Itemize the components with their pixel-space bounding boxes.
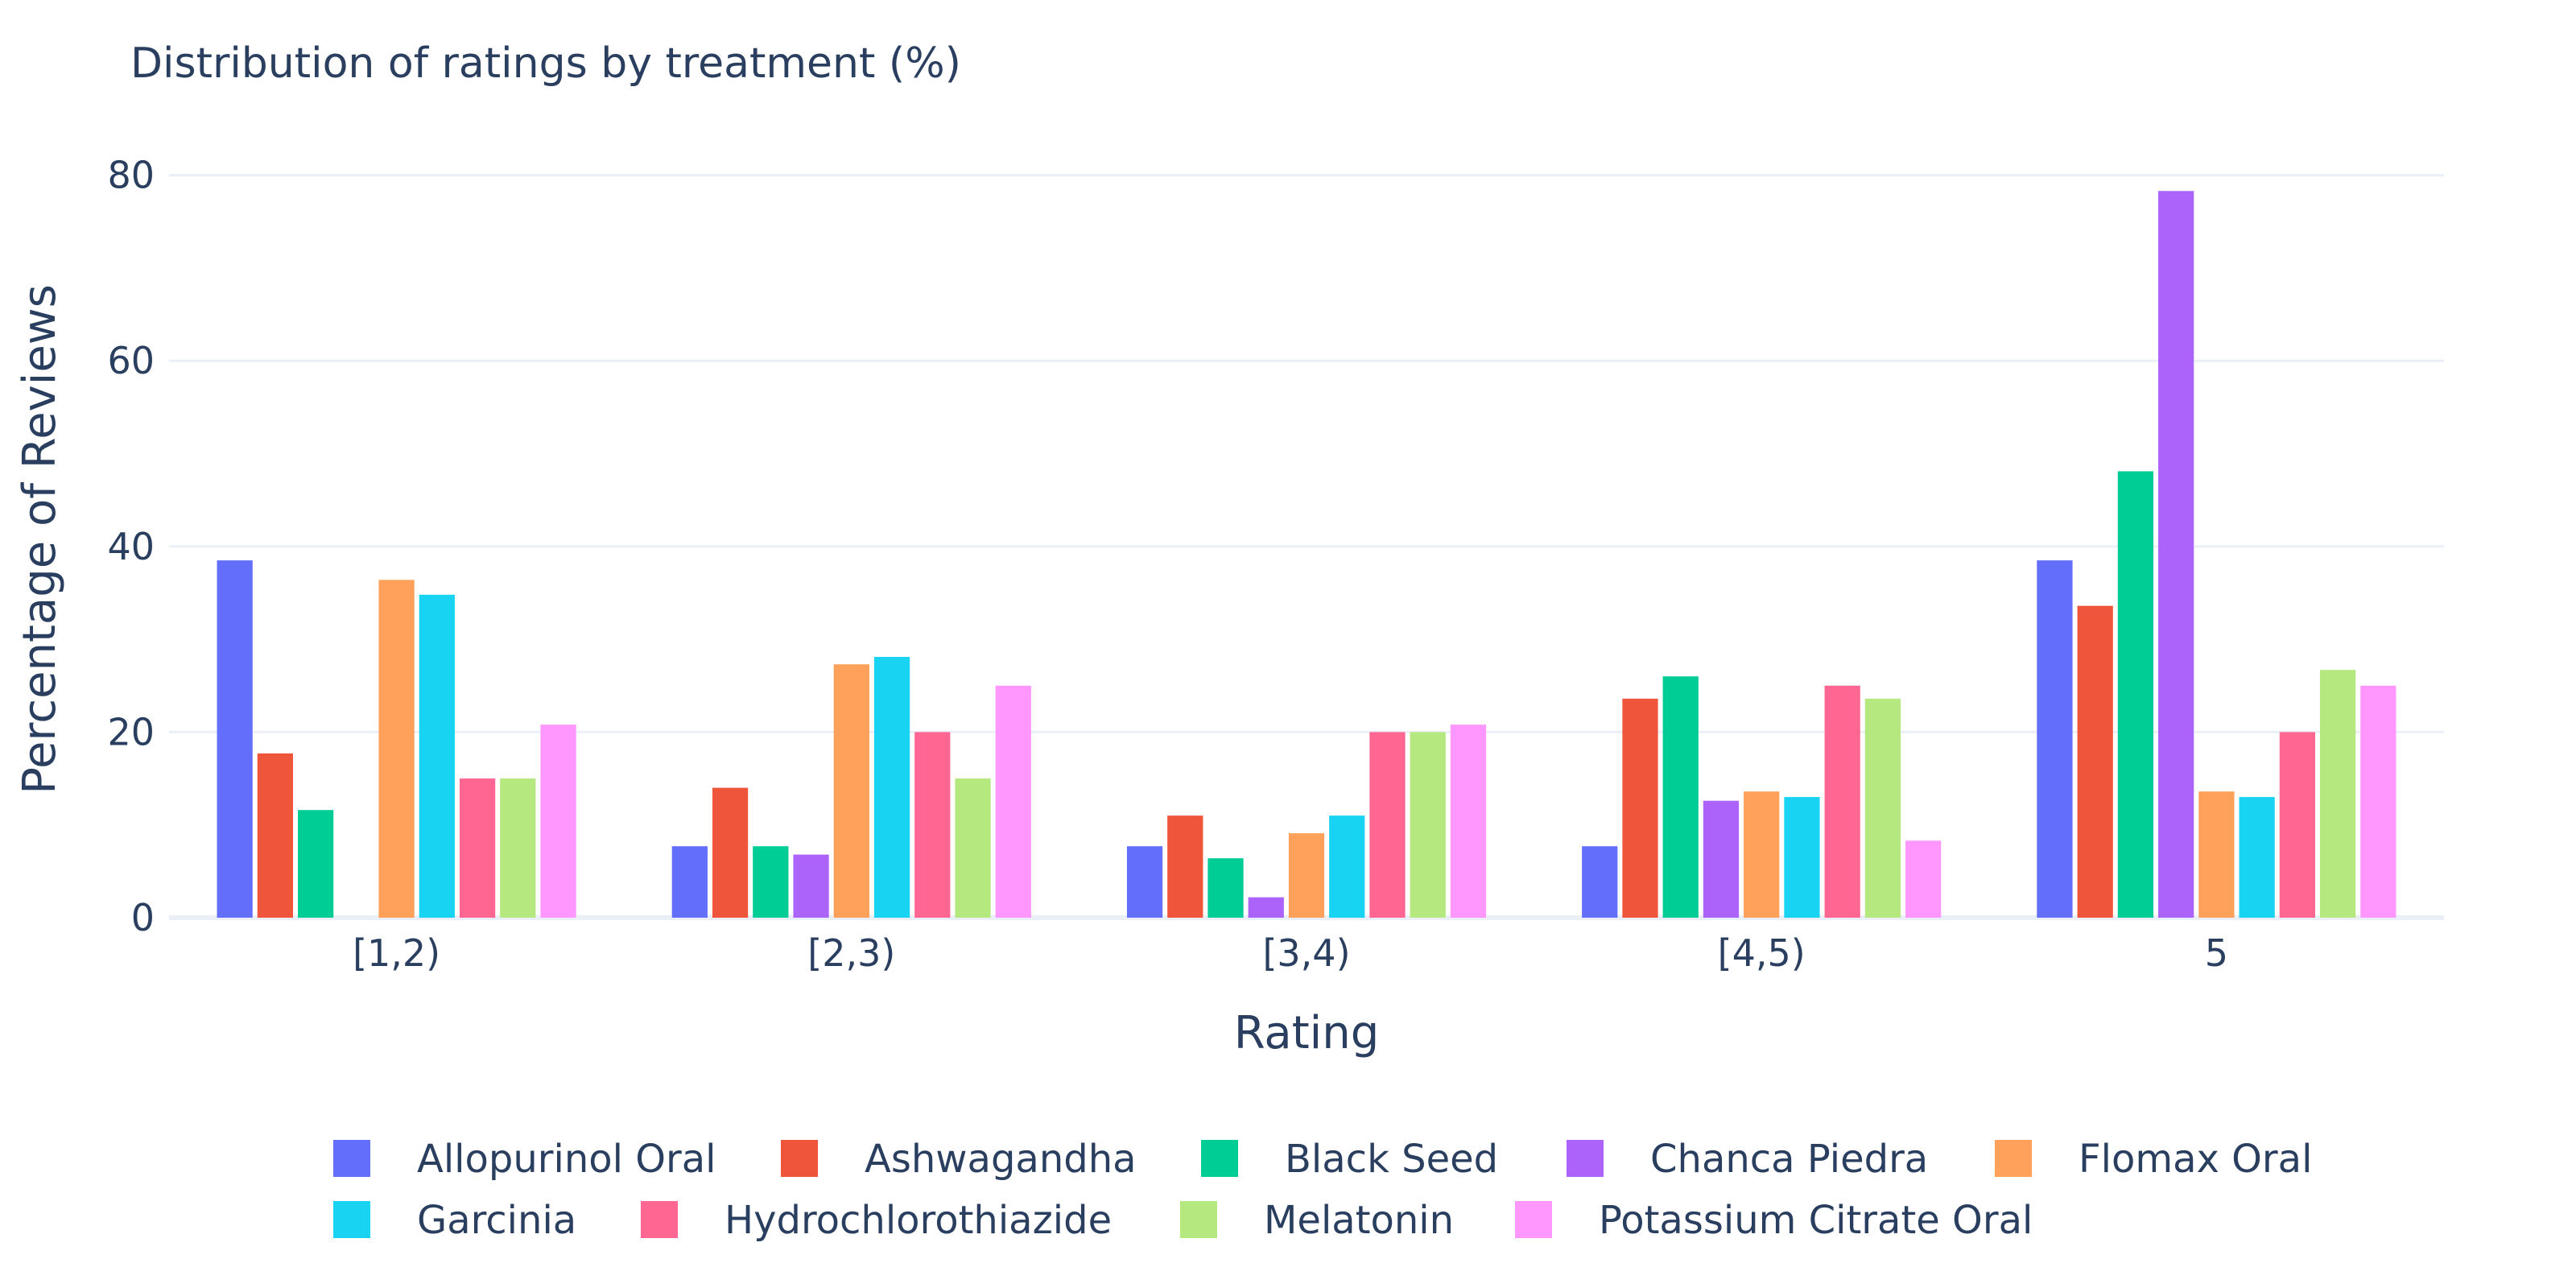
bar-black-seed-2 bbox=[1208, 858, 1244, 918]
y-axis-title: Percentage of Reviews bbox=[14, 284, 66, 795]
legend-swatch bbox=[641, 1201, 678, 1238]
bar-flomax-oral-4 bbox=[2198, 791, 2235, 918]
x-axis-ticks: [1,2) [2,3) [3,4) [4,5) 5 bbox=[353, 931, 2228, 975]
legend-label: Potassium Citrate Oral bbox=[1599, 1198, 2033, 1243]
bar-melatonin-4 bbox=[2320, 670, 2356, 918]
x-tick-label: [2,3) bbox=[807, 931, 895, 975]
y-tick-label: 60 bbox=[107, 339, 155, 382]
legend-item-melatonin[interactable]: Melatonin bbox=[1180, 1198, 1454, 1243]
bar-black-seed-1 bbox=[753, 846, 789, 918]
legend-label: Black Seed bbox=[1285, 1137, 1498, 1182]
x-axis-title: Rating bbox=[1234, 1007, 1380, 1059]
legend-item-ashwagandha[interactable]: Ashwagandha bbox=[781, 1137, 1137, 1182]
bar-ashwagandha-4 bbox=[2077, 605, 2113, 918]
legend-item-hydrochlorothiazide[interactable]: Hydrochlorothiazide bbox=[641, 1198, 1112, 1243]
bar-flomax-oral-0 bbox=[378, 580, 415, 918]
bar-flomax-oral-3 bbox=[1744, 791, 1780, 918]
bar-ashwagandha-0 bbox=[257, 753, 293, 918]
bar-allopurinol-oral-3 bbox=[1582, 846, 1618, 918]
legend-label: Hydrochlorothiazide bbox=[724, 1198, 1112, 1243]
legend-label: Melatonin bbox=[1264, 1198, 1454, 1243]
bar-garcinia-0 bbox=[419, 594, 455, 918]
legend-swatch bbox=[1201, 1140, 1238, 1177]
legend-label: Flomax Oral bbox=[2079, 1137, 2312, 1182]
x-tick-label: 5 bbox=[2205, 931, 2228, 975]
bar-garcinia-3 bbox=[1784, 797, 1820, 918]
bar-allopurinol-oral-0 bbox=[217, 560, 253, 918]
bar-ashwagandha-1 bbox=[712, 787, 749, 918]
y-tick-label: 0 bbox=[131, 896, 155, 939]
y-tick-label: 20 bbox=[107, 710, 155, 753]
legend-item-garcinia[interactable]: Garcinia bbox=[333, 1198, 576, 1243]
bar-garcinia-4 bbox=[2239, 797, 2275, 918]
legend: Allopurinol Oral Ashwagandha Black Seed Cha… bbox=[333, 1137, 2312, 1243]
legend-label: Chanca Piedra bbox=[1650, 1137, 1928, 1182]
bar-black-seed-0 bbox=[298, 810, 334, 918]
bar-chanca-piedra-2 bbox=[1248, 897, 1284, 918]
legend-label: Allopurinol Oral bbox=[417, 1137, 716, 1182]
bar-chanca-piedra-4 bbox=[2158, 191, 2194, 918]
bar-potassium-citrate-oral-4 bbox=[2360, 685, 2396, 918]
legend-swatch bbox=[333, 1140, 370, 1177]
bar-chanca-piedra-1 bbox=[793, 854, 829, 918]
bar-hydrochlorothiazide-0 bbox=[459, 778, 496, 918]
bar-allopurinol-oral-2 bbox=[1126, 846, 1163, 918]
bar-chanca-piedra-3 bbox=[1703, 800, 1740, 918]
bar-hydrochlorothiazide-3 bbox=[1824, 685, 1860, 918]
legend-item-chanca-piedra[interactable]: Chanca Piedra bbox=[1567, 1137, 1928, 1182]
bar-black-seed-4 bbox=[2117, 471, 2154, 918]
bar-hydrochlorothiazide-1 bbox=[914, 732, 951, 918]
bar-hydrochlorothiazide-2 bbox=[1369, 732, 1406, 918]
legend-label: Ashwagandha bbox=[865, 1137, 1137, 1182]
x-tick-label: [3,4) bbox=[1262, 931, 1350, 975]
bar-garcinia-2 bbox=[1329, 815, 1365, 918]
legend-item-potassium-citrate-oral[interactable]: Potassium Citrate Oral bbox=[1515, 1198, 2033, 1243]
x-tick-label: [4,5) bbox=[1718, 931, 1806, 975]
legend-item-black-seed[interactable]: Black Seed bbox=[1201, 1137, 1498, 1182]
legend-swatch bbox=[1995, 1140, 2032, 1177]
bars bbox=[217, 191, 2396, 918]
bar-potassium-citrate-oral-1 bbox=[995, 685, 1031, 918]
y-axis-ticks: 0 20 40 60 80 bbox=[107, 154, 155, 939]
bar-black-seed-3 bbox=[1662, 676, 1699, 918]
legend-swatch bbox=[1180, 1201, 1217, 1238]
bar-ashwagandha-2 bbox=[1167, 815, 1203, 918]
legend-item-flomax-oral[interactable]: Flomax Oral bbox=[1995, 1137, 2312, 1182]
bar-melatonin-2 bbox=[1410, 732, 1446, 918]
bar-potassium-citrate-oral-3 bbox=[1905, 840, 1942, 918]
bar-ashwagandha-3 bbox=[1622, 698, 1658, 918]
bar-melatonin-3 bbox=[1864, 698, 1901, 918]
legend-swatch bbox=[1567, 1140, 1604, 1177]
legend-label: Garcinia bbox=[417, 1198, 576, 1243]
bar-allopurinol-oral-1 bbox=[671, 846, 708, 918]
y-tick-label: 40 bbox=[107, 525, 155, 568]
bar-garcinia-1 bbox=[873, 657, 910, 918]
legend-swatch bbox=[1515, 1201, 1552, 1238]
legend-swatch bbox=[333, 1201, 370, 1238]
legend-item-allopurinol-oral[interactable]: Allopurinol Oral bbox=[333, 1137, 716, 1182]
bar-flomax-oral-2 bbox=[1288, 833, 1325, 918]
bar-hydrochlorothiazide-4 bbox=[2279, 732, 2315, 918]
y-tick-label: 80 bbox=[107, 154, 155, 197]
x-tick-label: [1,2) bbox=[353, 931, 440, 975]
legend-swatch bbox=[781, 1140, 818, 1177]
bar-melatonin-1 bbox=[955, 778, 991, 918]
bar-flomax-oral-1 bbox=[833, 664, 869, 918]
bar-melatonin-0 bbox=[500, 778, 536, 918]
bar-potassium-citrate-oral-0 bbox=[540, 724, 576, 918]
chart-title: Distribution of ratings by treatment (%) bbox=[130, 39, 961, 88]
bar-potassium-citrate-oral-2 bbox=[1450, 724, 1487, 918]
bar-allopurinol-oral-4 bbox=[2037, 560, 2073, 918]
